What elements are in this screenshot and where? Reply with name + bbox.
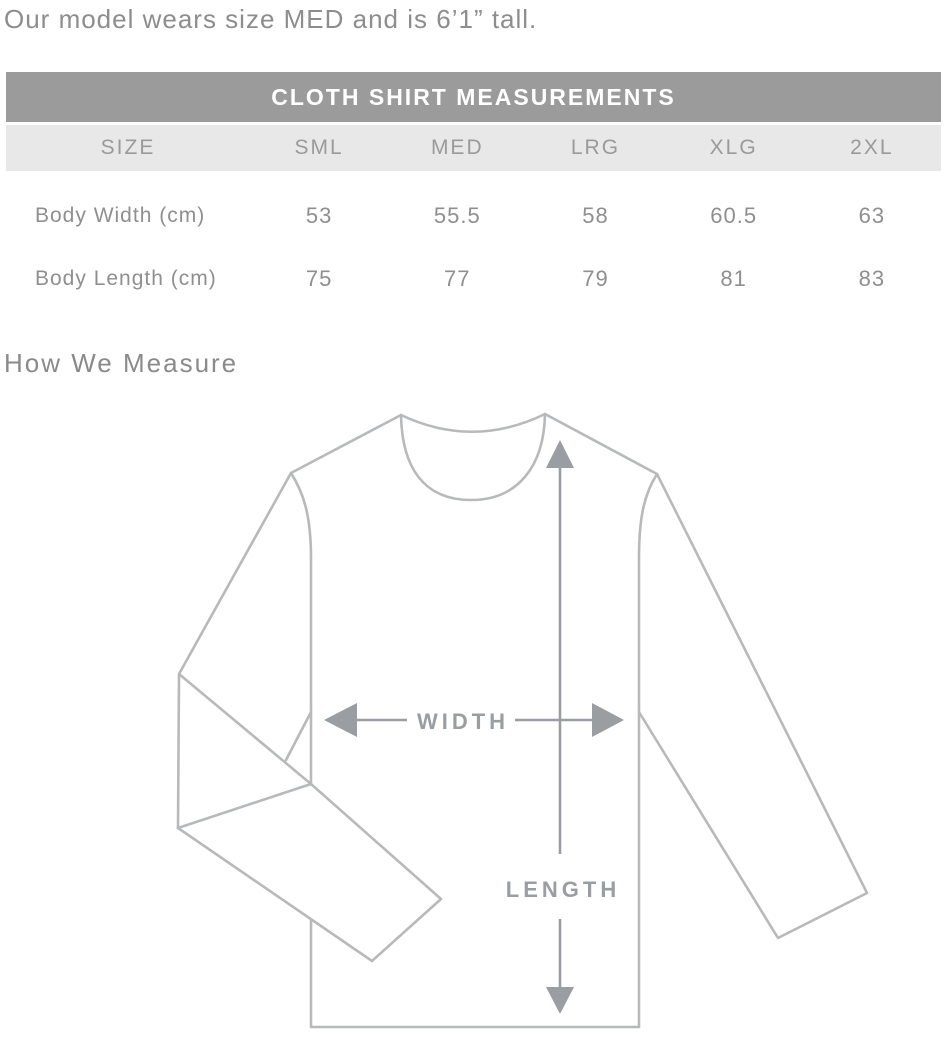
cell-value: 79 — [582, 265, 609, 291]
table-body: Body Width (cm) 53 55.5 58 60.5 63 Body … — [6, 171, 941, 310]
right-arrowhead-icon — [592, 703, 624, 737]
length-arrow — [546, 440, 574, 1014]
column-header-xlg: XLG — [709, 136, 758, 159]
shirt-collar — [399, 412, 547, 502]
shirt-left-cuff — [176, 782, 443, 963]
cell-value: 53 — [305, 202, 333, 228]
section-heading: How We Measure — [4, 348, 239, 378]
width-label: WIDTH — [417, 709, 509, 734]
down-arrowhead-icon — [546, 987, 574, 1014]
up-arrowhead-icon — [546, 440, 574, 468]
shirt-left-sleeve — [176, 471, 313, 830]
cell-value: 83 — [858, 265, 886, 291]
cell-value: 55.5 — [433, 202, 481, 228]
size-chart-table: CLOTH SHIRT MEASUREMENTS SIZE SML MED LR… — [6, 72, 941, 310]
cell-value: 77 — [444, 265, 471, 291]
width-arrow — [324, 703, 624, 737]
length-label: LENGTH — [506, 877, 620, 902]
table-row-body-width: Body Width (cm) 53 55.5 58 60.5 63 — [6, 184, 941, 247]
model-size-note: Our model wears size MED and is 6’1” tal… — [4, 4, 538, 34]
shirt-shoulders — [289, 412, 659, 476]
cell-value: 75 — [305, 265, 333, 291]
shirt-right-sleeve — [637, 472, 869, 940]
table-row-body-length: Body Length (cm) 75 77 79 81 83 — [6, 247, 941, 310]
table-title: CLOTH SHIRT MEASUREMENTS — [6, 72, 941, 122]
shirt-body — [289, 471, 659, 1029]
column-header-med: MED — [430, 136, 484, 159]
cell-value: 60.5 — [710, 202, 758, 228]
column-header-sml: SML — [294, 136, 344, 159]
row-label: Body Width (cm) — [35, 203, 206, 227]
cell-value: 63 — [858, 202, 886, 228]
row-label: Body Length (cm) — [35, 266, 217, 290]
cell-value: 58 — [582, 202, 609, 228]
shirt-measure-diagram: WIDTH LENGTH — [176, 412, 869, 1029]
column-header-lrg: LRG — [570, 136, 621, 159]
column-header-2xl: 2XL — [850, 136, 894, 159]
table-header-row: SIZE SML MED LRG XLG 2XL — [6, 125, 941, 171]
cell-value: 81 — [720, 265, 747, 291]
left-arrowhead-icon — [324, 703, 357, 737]
column-header-size: SIZE — [100, 136, 156, 159]
